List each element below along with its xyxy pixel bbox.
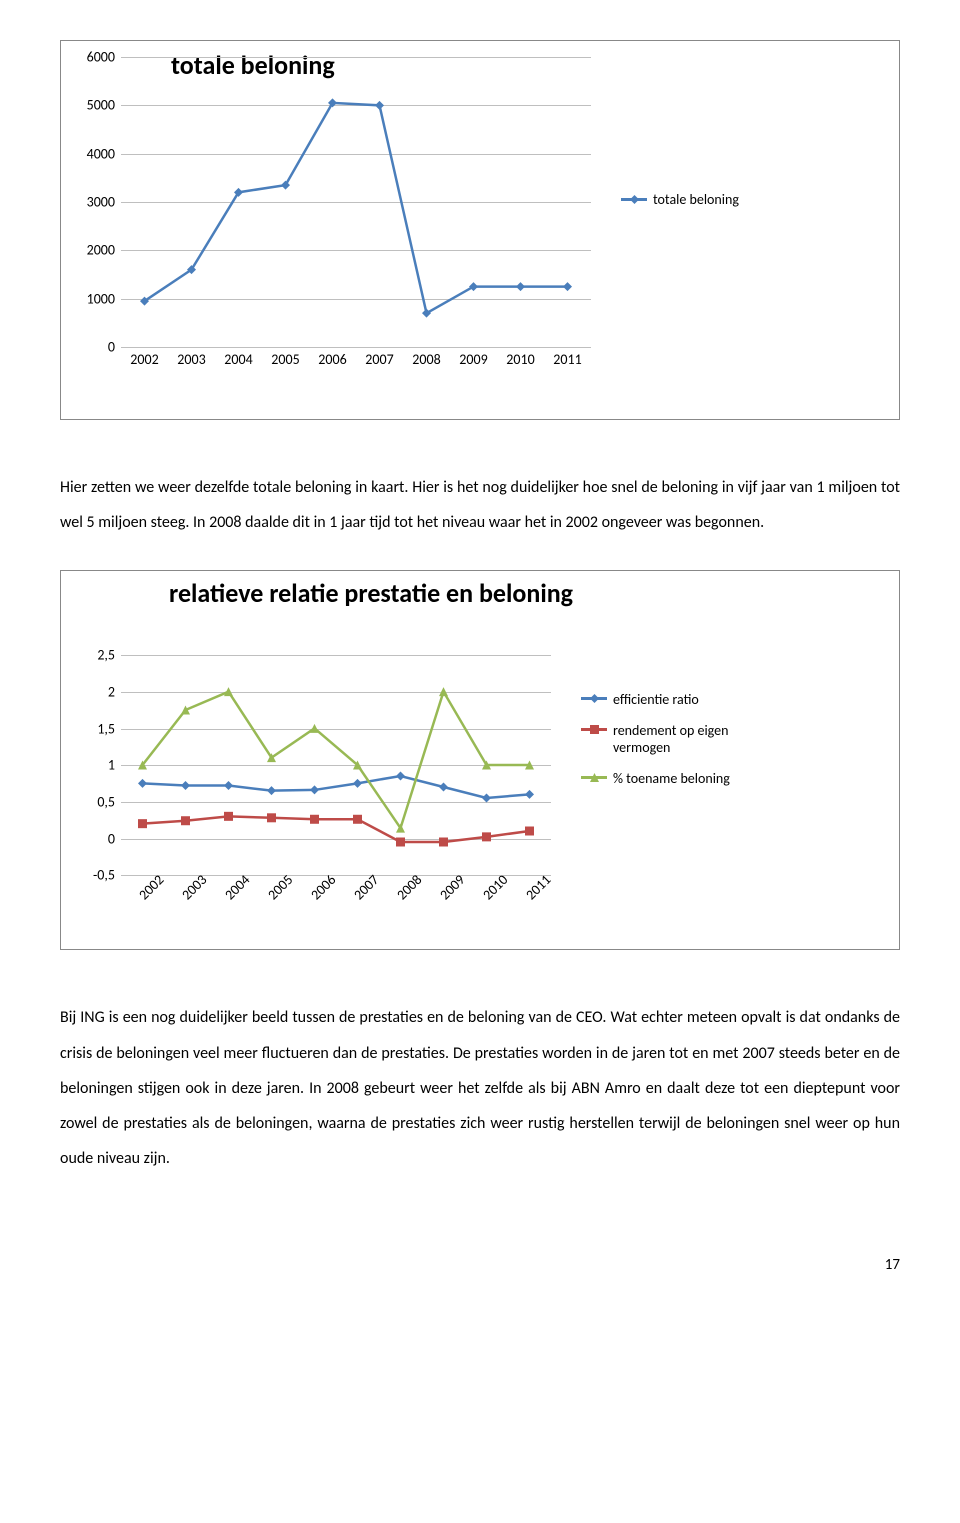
ytick-label: 1000: [87, 290, 121, 307]
page-number: 17: [60, 1256, 900, 1274]
ytick-label: 6000: [87, 49, 121, 66]
chart1-plot: 0100020003000400050006000200220032004200…: [121, 57, 591, 347]
legend-item: % toename beloning: [581, 770, 733, 787]
xtick-label: 2011: [553, 347, 581, 368]
paragraph-1: Hier zetten we weer dezelfde totale belo…: [60, 470, 900, 540]
ytick-label: 3000: [87, 194, 121, 211]
xtick-label: 2007: [365, 347, 393, 368]
ytick-label: 1,5: [97, 720, 121, 737]
xtick-label: 2003: [177, 347, 205, 368]
xtick-label: 2002: [130, 347, 158, 368]
ytick-label: -0,5: [93, 867, 121, 884]
ytick-label: 5000: [87, 97, 121, 114]
xtick-label: 2008: [412, 347, 440, 368]
ytick-label: 0: [108, 339, 121, 356]
xtick-label: 2004: [224, 347, 252, 368]
chart1-legend: totale beloning: [621, 191, 739, 222]
chart-totale-beloning: totale beloning 010002000300040005000600…: [60, 40, 900, 420]
xtick-label: 2006: [318, 347, 346, 368]
ytick-label: 1: [108, 757, 121, 774]
legend-item: efficientie ratio: [581, 691, 733, 708]
chart2-legend: efficientie ratio rendement op eigen verm…: [581, 691, 733, 801]
paragraph-2: Bij ING is een nog duidelijker beeld tus…: [60, 1000, 900, 1176]
legend-item: rendement op eigen vermogen: [581, 722, 733, 756]
ytick-label: 2,5: [97, 647, 121, 664]
legend-label: % toename beloning: [613, 770, 730, 787]
ytick-label: 0,5: [97, 794, 121, 811]
ytick-label: 2: [108, 684, 121, 701]
ytick-label: 2000: [87, 242, 121, 259]
chart2-title: relatieve relatie prestatie en beloning: [161, 577, 581, 609]
legend-label: rendement op eigen vermogen: [613, 722, 733, 756]
xtick-label: 2005: [271, 347, 299, 368]
ytick-label: 4000: [87, 145, 121, 162]
chart-relatieve-relatie: relatieve relatie prestatie en beloning …: [60, 570, 900, 950]
legend-item-totale-beloning: totale beloning: [621, 191, 739, 208]
chart2-plot: -0,500,511,522,5200220032004200520062007…: [121, 655, 551, 875]
xtick-label: 2009: [459, 347, 487, 368]
legend-label: totale beloning: [653, 191, 739, 208]
ytick-label: 0: [108, 830, 121, 847]
xtick-label: 2010: [506, 347, 534, 368]
legend-label: efficientie ratio: [613, 691, 699, 708]
